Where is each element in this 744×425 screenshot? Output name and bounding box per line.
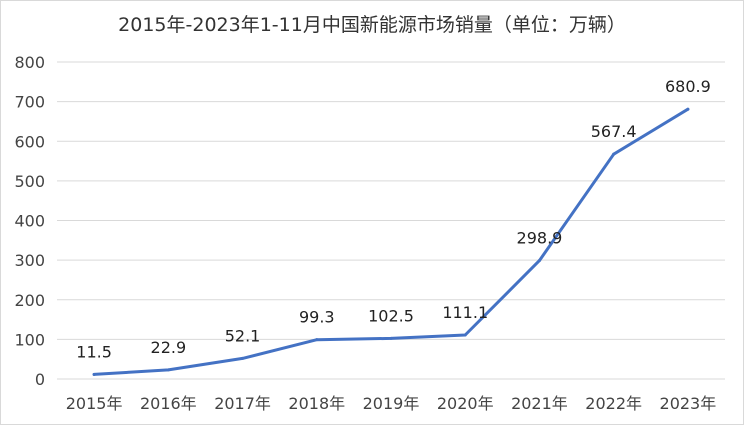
data-point	[166, 368, 170, 372]
y-tick-label: 200	[14, 291, 45, 310]
data-point	[315, 338, 319, 342]
x-tick-label: 2020年	[437, 394, 494, 413]
x-axis-ticks: 2015年 2016年 2017年 2018年 2019年 2020年 2021年 2022年…	[66, 394, 717, 413]
y-tick-label: 100	[14, 330, 45, 349]
y-tick-label: 300	[14, 251, 45, 270]
x-tick-label: 2021年	[511, 394, 568, 413]
data-point	[241, 356, 245, 360]
x-tick-label: 2018年	[288, 394, 345, 413]
x-tick-label: 2022年	[585, 394, 642, 413]
y-tick-label: 800	[14, 53, 45, 72]
x-tick-label: 2015年	[66, 394, 123, 413]
data-label: 11.5	[76, 342, 112, 361]
y-tick-label: 500	[14, 172, 45, 191]
data-label: 111.1	[442, 303, 488, 322]
y-tick-label: 0	[35, 370, 45, 389]
y-axis-ticks: 0 100 200 300 400 500 600 700 800	[14, 53, 45, 389]
data-label: 567.4	[591, 122, 637, 141]
y-tick-label: 400	[14, 212, 45, 231]
y-tick-label: 600	[14, 132, 45, 151]
x-tick-label: 2017年	[214, 394, 271, 413]
x-tick-label: 2023年	[660, 394, 717, 413]
data-point	[612, 152, 616, 156]
data-point	[92, 372, 96, 376]
data-label: 52.1	[225, 326, 261, 345]
data-label: 102.5	[368, 306, 414, 325]
data-point	[537, 259, 541, 263]
gridlines	[57, 61, 725, 380]
x-tick-label: 2019年	[363, 394, 420, 413]
data-label: 99.3	[299, 308, 335, 327]
chart-title: 2015年-2023年1-11月中国新能源市场销量（单位：万辆）	[118, 14, 626, 36]
series-line-layer	[92, 107, 690, 376]
data-label: 298.9	[517, 229, 563, 248]
data-point	[686, 107, 690, 111]
data-point	[389, 336, 393, 340]
y-tick-label: 700	[14, 93, 45, 112]
data-label: 22.9	[151, 338, 187, 357]
data-point	[463, 333, 467, 337]
x-tick-label: 2016年	[140, 394, 197, 413]
series-line	[92, 107, 690, 376]
data-labels: 11.5 22.9 52.1 99.3 102.5 111.1 298.9 567.4 680.…	[76, 77, 710, 361]
data-label: 680.9	[665, 77, 711, 96]
